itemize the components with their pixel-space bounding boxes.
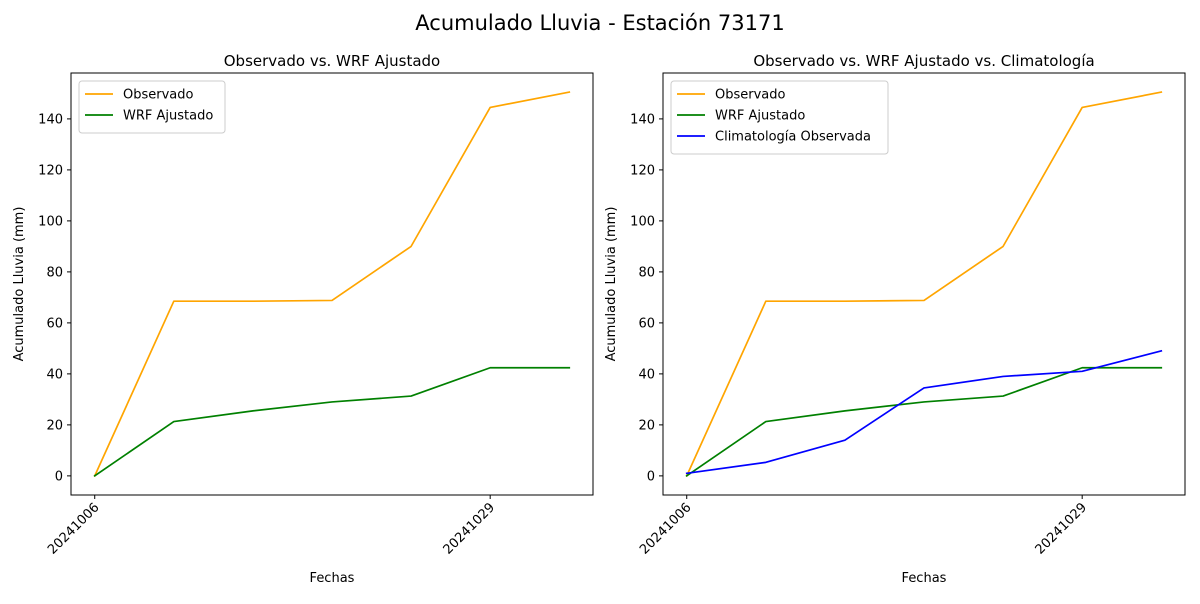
y-tick-label: 140	[630, 112, 655, 127]
series-line-climatolog-a-observada	[685, 349, 1163, 475]
legend-box	[78, 80, 226, 134]
y-tick-label: 100	[38, 214, 63, 229]
y-tick-label: 0	[55, 469, 63, 484]
y-tick-label: 0	[647, 469, 655, 484]
y-tick-label: 80	[638, 265, 655, 280]
axes-frame	[70, 72, 594, 496]
x-axis-label: Fechas	[902, 571, 947, 586]
y-tick-label: 40	[638, 367, 655, 382]
y-axis-label: Acumulado Lluvia (mm)	[12, 207, 27, 362]
axes-frame	[662, 72, 1186, 496]
series-line-wrf-ajustado	[93, 366, 571, 478]
legend-label: Climatología Observada	[715, 130, 871, 145]
legend-label: WRF Ajustado	[715, 109, 805, 124]
y-tick-label: 20	[46, 418, 63, 433]
series-line-observado	[93, 91, 571, 478]
axes-title: Observado vs. WRF Ajustado	[224, 52, 440, 70]
y-axis-label: Acumulado Lluvia (mm)	[604, 207, 619, 362]
y-tick-label: 80	[46, 265, 63, 280]
y-tick-label: 40	[46, 367, 63, 382]
series-line-observado	[685, 91, 1163, 478]
series-line-wrf-ajustado	[685, 366, 1163, 478]
y-tick-label: 140	[38, 112, 63, 127]
y-tick-label: 60	[46, 316, 63, 331]
y-tick-label: 120	[38, 163, 63, 178]
axes-title: Observado vs. WRF Ajustado vs. Climatolo…	[753, 52, 1094, 70]
legend-label: Observado	[123, 88, 194, 103]
x-axis-label: Fechas	[310, 571, 355, 586]
y-tick-label: 60	[638, 316, 655, 331]
figure-suptitle: Acumulado Lluvia - Estación 73171	[415, 11, 784, 35]
y-tick-label: 120	[630, 163, 655, 178]
y-tick-label: 100	[630, 214, 655, 229]
legend-box	[670, 80, 889, 155]
legend-label: Observado	[715, 88, 786, 103]
y-tick-label: 20	[638, 418, 655, 433]
legend-label: WRF Ajustado	[123, 109, 213, 124]
